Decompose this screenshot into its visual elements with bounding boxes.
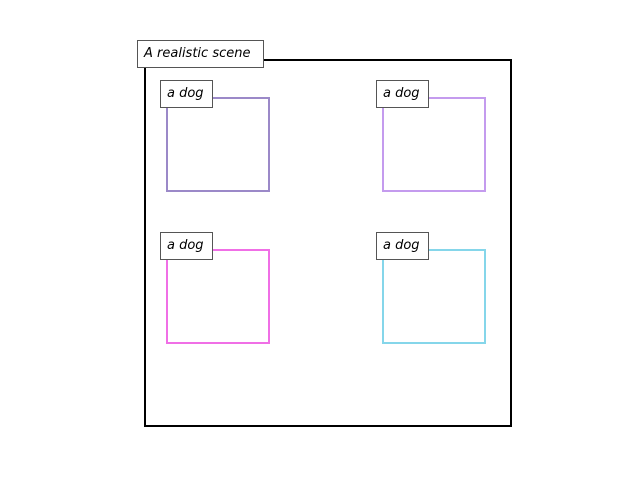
object-box-1: [382, 97, 486, 192]
object-label-2: a dog: [160, 232, 213, 260]
object-label-3: a dog: [376, 232, 429, 260]
object-box-0: [166, 97, 270, 192]
object-label-0: a dog: [160, 80, 213, 108]
object-box-3: [382, 249, 486, 344]
object-label-1: a dog: [376, 80, 429, 108]
scene-frame: [144, 59, 512, 427]
scene-title: A realistic scene: [137, 40, 264, 68]
object-box-2: [166, 249, 270, 344]
